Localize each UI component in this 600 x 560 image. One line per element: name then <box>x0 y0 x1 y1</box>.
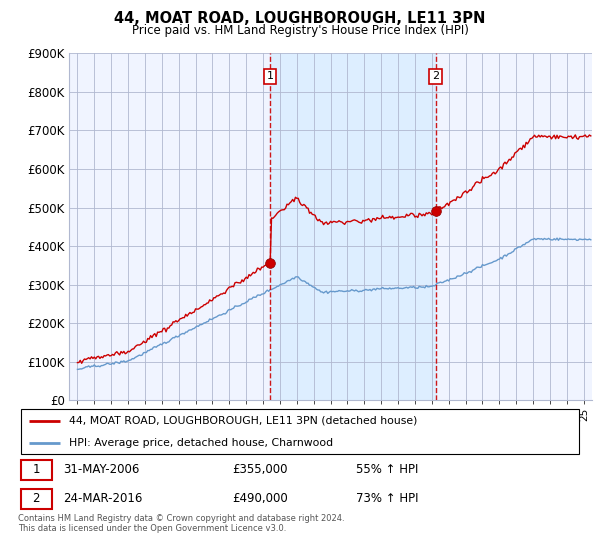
Text: 73% ↑ HPI: 73% ↑ HPI <box>356 492 419 506</box>
Text: Contains HM Land Registry data © Crown copyright and database right 2024.
This d: Contains HM Land Registry data © Crown c… <box>18 514 344 534</box>
FancyBboxPatch shape <box>21 409 579 454</box>
Text: £490,000: £490,000 <box>232 492 288 506</box>
Text: 31-MAY-2006: 31-MAY-2006 <box>63 463 139 476</box>
Text: Price paid vs. HM Land Registry's House Price Index (HPI): Price paid vs. HM Land Registry's House … <box>131 24 469 36</box>
Text: HPI: Average price, detached house, Charnwood: HPI: Average price, detached house, Char… <box>69 438 333 449</box>
Bar <box>270 53 436 400</box>
Text: 2: 2 <box>32 492 40 506</box>
FancyBboxPatch shape <box>21 460 52 480</box>
Text: 55% ↑ HPI: 55% ↑ HPI <box>356 463 419 476</box>
Text: 44, MOAT ROAD, LOUGHBOROUGH, LE11 3PN: 44, MOAT ROAD, LOUGHBOROUGH, LE11 3PN <box>115 11 485 26</box>
Text: 1: 1 <box>32 463 40 476</box>
Text: 44, MOAT ROAD, LOUGHBOROUGH, LE11 3PN (detached house): 44, MOAT ROAD, LOUGHBOROUGH, LE11 3PN (d… <box>69 416 417 426</box>
Text: 24-MAR-2016: 24-MAR-2016 <box>63 492 142 506</box>
FancyBboxPatch shape <box>21 489 52 509</box>
Text: £355,000: £355,000 <box>232 463 288 476</box>
Text: 1: 1 <box>266 71 274 81</box>
Text: 2: 2 <box>432 71 439 81</box>
